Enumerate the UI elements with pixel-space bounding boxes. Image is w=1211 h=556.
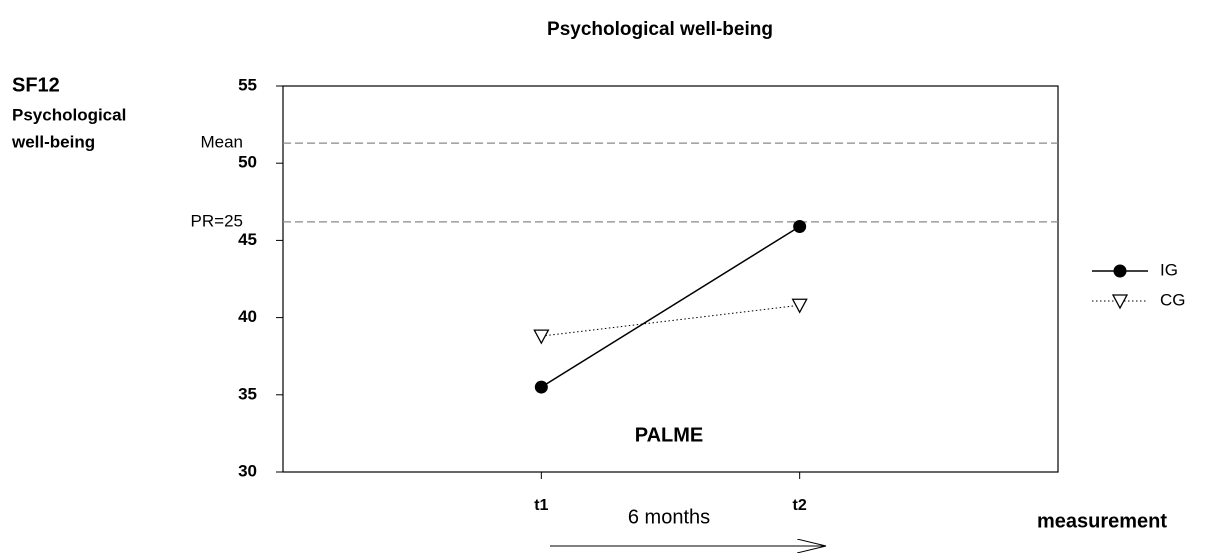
- y-tick-label: 55: [238, 75, 257, 94]
- reference-label: Mean: [200, 133, 243, 152]
- annotation: PALME: [635, 424, 704, 446]
- plot-frame: [282, 85, 1059, 473]
- chart-title: Psychological well-being: [547, 19, 773, 40]
- y-tick-label: 40: [238, 307, 257, 326]
- marker: [1113, 264, 1127, 278]
- reference-label: PR=25: [191, 211, 243, 230]
- x-tick-label: t1: [534, 497, 548, 514]
- series-line: [540, 225, 801, 388]
- y-tick-label: 50: [238, 153, 257, 172]
- legend-label: IG: [1160, 260, 1178, 279]
- y-tick-label: 30: [238, 461, 257, 480]
- series-line: [541, 304, 800, 337]
- annotation: 6 months: [628, 506, 710, 528]
- marker: [1111, 294, 1129, 310]
- marker: [534, 380, 548, 394]
- x-axis-label: measurement: [1037, 510, 1167, 532]
- y-tick-label: 45: [238, 230, 257, 249]
- legend-label: CG: [1160, 290, 1186, 309]
- y-axis-label: well-being: [11, 132, 95, 151]
- marker: [793, 220, 807, 234]
- y-tick-label: 35: [238, 384, 257, 403]
- y-axis-label: SF12: [12, 74, 60, 96]
- x-tick-label: t2: [793, 497, 807, 514]
- y-axis-label: Psychological: [12, 105, 126, 124]
- marker: [791, 298, 808, 314]
- marker: [533, 329, 550, 345]
